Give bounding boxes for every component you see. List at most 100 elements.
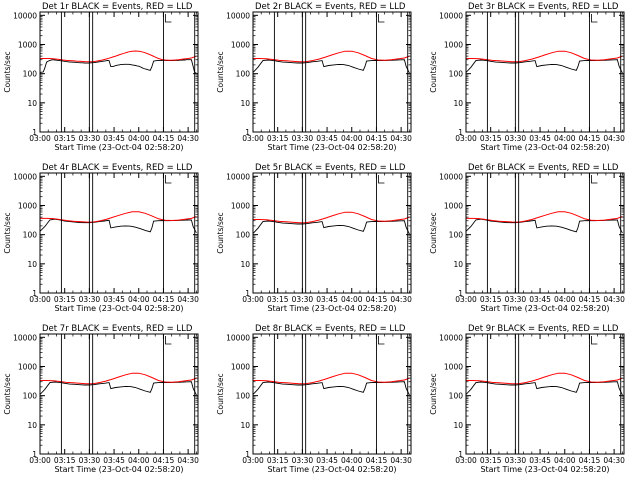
y-tick-label: 1000: [18, 40, 37, 49]
lld-line: [466, 50, 623, 63]
x-tick-label: 03:45: [529, 134, 551, 143]
y-tick-label: 10000: [13, 172, 37, 181]
y-tick-label: 10000: [439, 333, 463, 342]
y-tick-label: 1: [32, 128, 37, 137]
panel-title: Det 4r BLACK = Events, RED = LLD: [42, 163, 193, 173]
y-tick-label: 1000: [231, 362, 250, 371]
panel-title: Det 7r BLACK = Events, RED = LLD: [42, 324, 193, 334]
lld-line: [253, 211, 410, 224]
bracket-mark: [165, 175, 172, 184]
x-axis-label: Start Time (23-Oct-04 02:58:20): [480, 143, 609, 152]
y-tick-label: 10000: [226, 172, 250, 181]
lld-line: [466, 372, 623, 385]
y-tick-label: 10000: [13, 333, 37, 342]
plot-frame: [465, 11, 625, 133]
x-tick-label: 04:00: [554, 456, 576, 465]
x-tick-label: 04:00: [128, 134, 150, 143]
lld-line: [40, 211, 197, 223]
y-tick-label: 10000: [439, 11, 463, 20]
x-tick-label: 03:00: [29, 456, 51, 465]
plot-frame: [252, 11, 412, 133]
x-axis-label: Start Time (23-Oct-04 02:58:20): [267, 143, 396, 152]
panel-det-7: Det 7r BLACK = Events, RED = LLD 1 10 100 10…: [3, 324, 199, 474]
x-tick-label: 03:00: [242, 134, 264, 143]
lld-line: [253, 372, 410, 385]
panel-det-6: Det 6r BLACK = Events, RED = LLD 1 10 100 10…: [429, 163, 625, 313]
x-tick-label: 03:15: [267, 456, 289, 465]
x-tick-label: 04:30: [177, 456, 199, 465]
y-tick-label: 10: [240, 421, 250, 430]
x-tick-label: 04:00: [128, 295, 150, 304]
y-tick-label: 100: [23, 70, 38, 79]
x-tick-label: 03:30: [292, 134, 314, 143]
y-axis-label: Counts/sec: [429, 212, 438, 253]
y-tick-label: 1: [458, 289, 463, 298]
y-axis-label: Counts/sec: [3, 373, 12, 414]
bracket-mark: [378, 14, 385, 23]
bracket-mark: [165, 336, 172, 345]
x-axis-label: Start Time (23-Oct-04 02:58:20): [54, 143, 183, 152]
y-tick-label: 1: [245, 450, 250, 459]
y-tick-label: 100: [23, 392, 38, 401]
bracket-mark: [378, 336, 385, 345]
x-tick-label: 04:30: [390, 295, 412, 304]
x-axis-label: Start Time (23-Oct-04 02:58:20): [480, 465, 609, 474]
x-tick-label: 04:00: [341, 456, 363, 465]
panel-title: Det 3r BLACK = Events, RED = LLD: [468, 2, 619, 12]
x-tick-label: 04:00: [128, 456, 150, 465]
x-tick-label: 03:15: [480, 456, 502, 465]
y-tick-label: 10: [27, 421, 37, 430]
y-axis-label: Counts/sec: [216, 212, 225, 253]
x-tick-label: 03:45: [316, 295, 338, 304]
y-tick-label: 10: [240, 99, 250, 108]
x-axis-label: Start Time (23-Oct-04 02:58:20): [54, 304, 183, 313]
y-axis-label: Counts/sec: [216, 373, 225, 414]
plot-frame: [252, 172, 412, 294]
y-tick-label: 10: [453, 421, 463, 430]
y-tick-label: 100: [449, 231, 464, 240]
panel-title: Det 8r BLACK = Events, RED = LLD: [255, 324, 406, 334]
x-axis-label: Start Time (23-Oct-04 02:58:20): [480, 304, 609, 313]
y-tick-label: 1000: [231, 201, 250, 210]
y-tick-label: 1: [32, 450, 37, 459]
x-tick-label: 04:15: [153, 134, 175, 143]
x-tick-label: 03:30: [79, 295, 101, 304]
y-axis-label: Counts/sec: [429, 373, 438, 414]
x-tick-label: 03:45: [316, 134, 338, 143]
y-tick-label: 1000: [444, 40, 463, 49]
x-tick-label: 03:00: [242, 456, 264, 465]
x-tick-label: 03:30: [79, 134, 101, 143]
x-tick-label: 03:30: [505, 456, 527, 465]
x-tick-label: 03:00: [455, 295, 477, 304]
x-tick-label: 03:00: [242, 295, 264, 304]
x-axis-label: Start Time (23-Oct-04 02:58:20): [267, 465, 396, 474]
lld-line: [466, 211, 623, 223]
x-tick-label: 03:00: [455, 134, 477, 143]
x-tick-label: 04:15: [153, 456, 175, 465]
bracket-mark: [591, 14, 598, 23]
x-tick-label: 04:00: [554, 295, 576, 304]
x-tick-label: 03:15: [480, 134, 502, 143]
x-tick-label: 04:30: [177, 295, 199, 304]
y-tick-label: 10: [240, 260, 250, 269]
x-tick-label: 04:00: [554, 134, 576, 143]
y-tick-label: 100: [236, 231, 251, 240]
x-tick-label: 03:45: [103, 295, 125, 304]
y-axis-label: Counts/sec: [216, 51, 225, 92]
y-axis-label: Counts/sec: [3, 212, 12, 253]
y-tick-label: 1: [32, 289, 37, 298]
x-tick-label: 04:30: [603, 134, 625, 143]
panel-title: Det 6r BLACK = Events, RED = LLD: [468, 163, 619, 173]
y-tick-label: 10000: [226, 11, 250, 20]
x-axis-label: Start Time (23-Oct-04 02:58:20): [54, 465, 183, 474]
panel-det-8: Det 8r BLACK = Events, RED = LLD 1 10 100 10…: [216, 324, 412, 474]
y-tick-label: 1000: [444, 201, 463, 210]
y-tick-label: 1000: [18, 201, 37, 210]
x-tick-label: 04:15: [366, 295, 388, 304]
x-axis-label: Start Time (23-Oct-04 02:58:20): [267, 304, 396, 313]
y-axis-label: Counts/sec: [429, 51, 438, 92]
x-tick-label: 04:30: [390, 456, 412, 465]
x-tick-label: 04:15: [153, 295, 175, 304]
y-tick-label: 10: [27, 99, 37, 108]
